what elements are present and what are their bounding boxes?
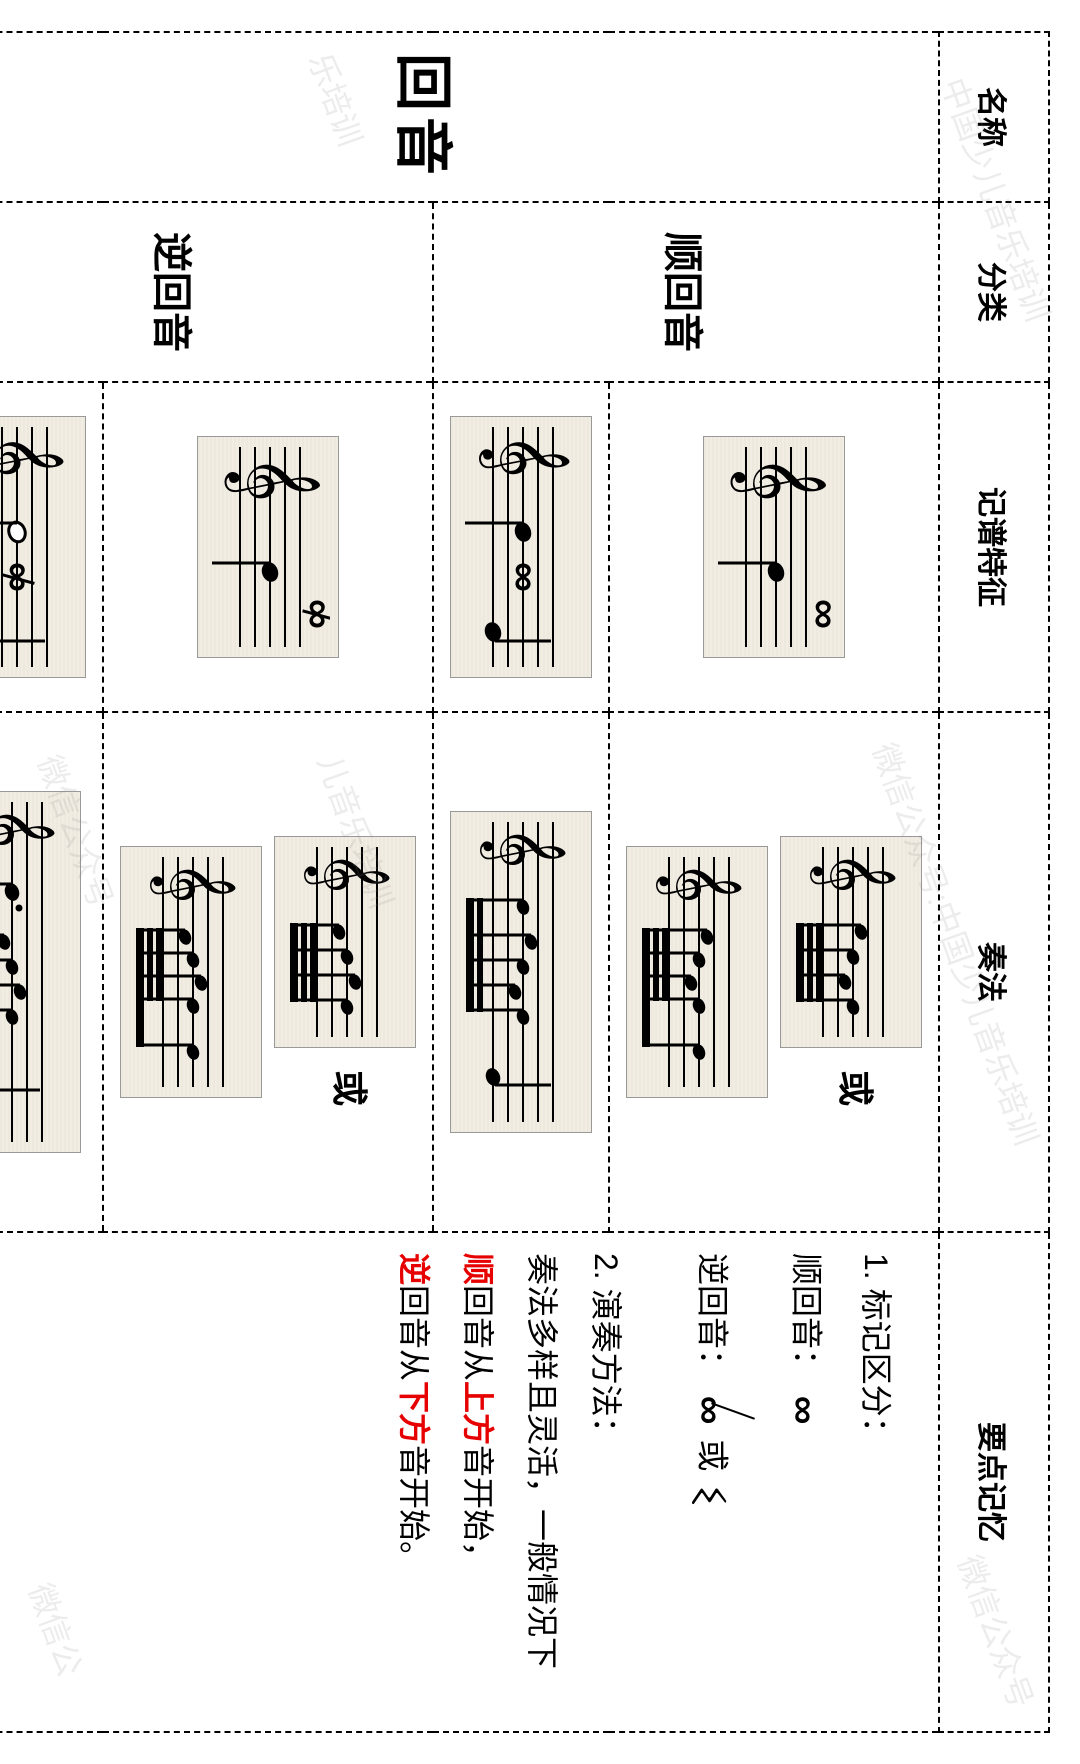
play-shun-1: 𝄞 或 𝄞 [609,712,939,1232]
staff-play-shun-b: 𝄞 [626,846,768,1098]
main-table: 名称 分类 记谱特征 奏法 要点记忆 回音 顺回音 [0,31,1050,1733]
tips-shun-sym: 顺回音： ∞ [764,1253,844,1711]
staff-play-ni-b: 𝄞 [120,846,262,1098]
staff-play-shun-a: 𝄞 [780,836,922,1048]
header-row: 名称 分类 记谱特征 奏法 要点记忆 [939,32,1049,1732]
or-label-1: 或 [835,1070,876,1106]
tips-cell: 1. 标记区分： 顺回音： ∞ 逆回音： ∞ 或 ଽ 2. 演奏方法： 奏法多样… [0,1232,939,1732]
inv-turn-s-inline: ଽ [656,1486,764,1506]
type-shun: 顺回音 [433,202,939,382]
tips-line4: 逆回音从下方音开始。 [382,1253,446,1711]
staff-play-shun-c: 𝄞 [450,811,592,1133]
header-notation: 记谱特征 [939,382,1049,712]
staff-svg: 𝄞 ∞ [716,447,836,647]
svg-text:𝄞: 𝄞 [480,826,566,869]
svg-text:𝄞: 𝄞 [225,455,320,502]
svg-text:𝄞: 𝄞 [0,433,64,478]
svg-text:𝄞: 𝄞 [0,806,55,849]
tips-ni-sym: 逆回音： ∞ 或 ଽ [656,1253,764,1711]
type-ni: 逆回音 [0,202,433,382]
or-label-2: 或 [329,1070,370,1106]
header-tips: 要点记忆 [939,1232,1049,1732]
svg-text:𝄞: 𝄞 [656,861,742,904]
type-ni-rest: 回音 [149,272,193,352]
play-ni-1: 𝄞 或 𝄞 [103,712,433,1232]
staff-notation-ni-above: 𝄞 ∞ [197,436,339,658]
svg-text:𝄞: 𝄞 [810,851,896,894]
row-shun-1: 回音 顺回音 𝄞 ∞ [609,32,939,1732]
header-name: 名称 [939,32,1049,202]
staff-notation-ni-between: 𝄞 ∞ [0,416,86,678]
tips-line2b: 奏法多样且灵活，一般情况下 [510,1253,574,1711]
title-cell: 回音 [0,32,939,202]
play-ni-2: 𝄞 [0,712,103,1232]
staff-notation-shun-above: 𝄞 ∞ [703,436,845,658]
notation-shun-1: 𝄞 ∞ [609,382,939,712]
staff-play-ni-a: 𝄞 [274,836,416,1048]
page-container: 名称 分类 记谱特征 奏法 要点记忆 回音 顺回音 [0,31,1080,1733]
play-shun-2: 𝄞 [433,712,609,1232]
svg-text:𝄞: 𝄞 [304,851,390,894]
type-ni-bold: 逆 [149,232,193,272]
staff-play-ni-c: 𝄞 [0,791,81,1153]
svg-text:𝄞: 𝄞 [150,861,236,904]
tips-line2a: 2. 演奏方法： [574,1253,638,1711]
turn-symbol-inline: ∞ [764,1396,844,1425]
notation-ni-1: 𝄞 ∞ [103,382,433,712]
turn-symbol-between: ∞ [502,562,549,592]
tips-line1: 1. 标记区分： [844,1253,908,1711]
notation-shun-2: 𝄞 ∞ [433,382,609,712]
turn-symbol-above: ∞ [802,599,836,629]
type-shun-bold: 顺 [660,232,704,272]
treble-clef: 𝄞 [731,455,826,502]
staff-notation-shun-between: 𝄞 ∞ [450,416,592,678]
header-play: 奏法 [939,712,1049,1232]
inv-turn-symbol-inline: ∞ [670,1396,750,1425]
notation-ni-2: 𝄞 ∞ [0,382,103,712]
tips-line3: 顺回音从上方音开始， [446,1253,510,1711]
svg-text:𝄞: 𝄞 [479,433,570,478]
header-type: 分类 [939,202,1049,382]
type-shun-rest: 回音 [660,272,704,352]
